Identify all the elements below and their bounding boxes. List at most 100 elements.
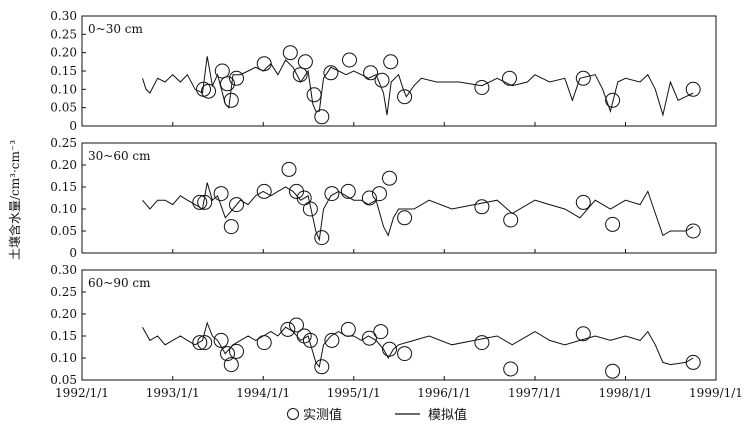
observed-point — [292, 67, 308, 83]
observed-point — [223, 357, 239, 373]
y-tick-label: 0.20 — [50, 46, 77, 60]
observed-point — [503, 212, 519, 228]
legend-simulated-label: 模拟值 — [428, 407, 467, 423]
y-axis-label: 土壤含水量/cm³·cm⁻³ — [7, 140, 22, 260]
panel-frame-2 — [81, 142, 717, 254]
y-tick-label: 0.10 — [50, 202, 77, 216]
y-tick-label: 0.05 — [50, 224, 77, 238]
y-tick-label: 0.05 — [50, 101, 77, 115]
y-tick-label: 0.10 — [50, 351, 77, 365]
observed-point — [302, 201, 318, 217]
observed-point — [229, 197, 244, 213]
observed-point — [197, 194, 213, 210]
observed-point — [281, 161, 297, 177]
observed-point — [503, 361, 519, 377]
simulated-series-line — [142, 182, 694, 242]
observed-point — [323, 65, 339, 81]
y-tick-label: 0.05 — [50, 373, 77, 387]
y-tick-label: 0.25 — [50, 27, 77, 41]
observed-point — [314, 359, 330, 375]
observed-point — [296, 328, 312, 344]
observed-point — [220, 346, 235, 362]
observed-point — [213, 332, 229, 348]
observed-point — [373, 324, 389, 340]
observed-point — [397, 89, 413, 105]
observed-point — [340, 183, 356, 199]
observed-point — [605, 216, 621, 232]
observed-point — [382, 170, 397, 186]
observed-point — [314, 230, 330, 246]
x-tick-label: 1992/1/1 — [55, 386, 109, 400]
observed-point — [220, 76, 235, 92]
observed-point — [302, 332, 318, 348]
observed-point — [685, 223, 701, 239]
observed-point — [685, 354, 701, 370]
legend: 实测值 模拟值 — [287, 407, 467, 423]
observed-point — [575, 70, 591, 86]
x-tick-label: 1998/1/1 — [599, 386, 653, 400]
y-tick-label: 0.15 — [50, 64, 77, 78]
observed-point — [363, 65, 379, 81]
observed-point — [324, 186, 340, 202]
observed-point — [605, 92, 621, 108]
observed-point — [397, 346, 413, 362]
observed-point — [214, 63, 230, 79]
observed-point — [397, 210, 413, 226]
x-tick-label: 1999/1/1 — [689, 386, 743, 400]
observed-point — [361, 330, 377, 346]
panel-depth-label: 0~30 cm — [88, 22, 143, 36]
panel-frame-3 — [81, 269, 717, 381]
panel-depth-label: 30~60 cm — [88, 149, 151, 163]
x-tick-label: 1997/1/1 — [508, 386, 562, 400]
observed-point — [213, 186, 229, 202]
panel-frame-1 — [81, 15, 717, 127]
observed-point — [256, 56, 272, 72]
observed-point — [256, 183, 272, 199]
simulated-series-line — [142, 56, 694, 117]
observed-point — [223, 92, 239, 108]
observed-point — [685, 81, 701, 97]
y-tick-label: 0.30 — [50, 9, 77, 23]
observed-point — [306, 87, 322, 103]
observed-point — [474, 80, 490, 95]
observed-point — [197, 335, 213, 351]
y-tick-label: 0 — [69, 246, 77, 260]
y-tick-label: 0.20 — [50, 307, 77, 321]
observed-point — [201, 83, 216, 99]
observed-point — [372, 186, 387, 202]
y-tick-label: 0.30 — [50, 263, 77, 277]
observed-point — [324, 332, 340, 348]
y-tick-label: 0.10 — [50, 82, 77, 96]
observed-point — [374, 72, 390, 88]
x-tick-label: 1996/1/1 — [417, 386, 471, 400]
legend-observed-marker — [287, 408, 299, 420]
observed-point — [605, 363, 621, 379]
observed-point — [575, 326, 591, 342]
y-tick-label: 0.25 — [50, 136, 77, 150]
observed-point — [229, 343, 244, 359]
observed-point — [383, 54, 399, 70]
observed-point — [282, 45, 298, 61]
observed-point — [297, 54, 313, 70]
observed-point — [229, 70, 244, 86]
observed-point — [382, 341, 397, 357]
y-tick-label: 0.25 — [50, 285, 77, 299]
observed-point — [314, 109, 330, 125]
observed-point — [340, 321, 356, 337]
legend-observed-label: 实测值 — [303, 407, 342, 423]
observed-point — [575, 194, 591, 210]
x-tick-label: 1993/1/1 — [146, 386, 200, 400]
observed-point — [256, 335, 272, 351]
x-tick-label: 1994/1/1 — [236, 386, 290, 400]
panel-depth-label: 60~90 cm — [88, 276, 151, 290]
observed-point — [192, 335, 208, 351]
observed-point — [502, 70, 517, 86]
y-tick-label: 0.15 — [50, 329, 77, 343]
observed-point — [223, 219, 239, 235]
observed-point — [192, 194, 208, 210]
y-tick-label: 0.20 — [50, 158, 77, 172]
x-tick-label: 1995/1/1 — [327, 386, 381, 400]
y-tick-label: 0 — [69, 119, 77, 133]
observed-point — [289, 317, 304, 333]
